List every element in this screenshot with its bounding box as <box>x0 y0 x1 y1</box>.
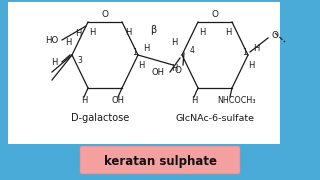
Text: H: H <box>138 60 144 69</box>
Text: O: O <box>272 30 279 39</box>
Text: O: O <box>212 10 219 19</box>
Text: H: H <box>171 37 177 46</box>
Text: 4: 4 <box>190 46 195 55</box>
Text: H: H <box>89 28 95 37</box>
FancyBboxPatch shape <box>8 2 280 144</box>
Text: H: H <box>75 28 81 37</box>
Text: H: H <box>66 37 72 46</box>
Text: 1: 1 <box>242 48 247 57</box>
Text: H: H <box>225 28 231 37</box>
Text: D-galactose: D-galactose <box>71 113 129 123</box>
Text: O: O <box>174 66 181 75</box>
FancyBboxPatch shape <box>80 146 240 174</box>
Text: H: H <box>81 96 87 105</box>
Text: O: O <box>101 10 108 19</box>
Text: H: H <box>125 28 131 37</box>
Text: H: H <box>253 44 260 53</box>
Text: OH: OH <box>111 96 124 105</box>
Text: 1: 1 <box>132 48 137 57</box>
Text: β: β <box>150 25 156 35</box>
Text: H: H <box>248 60 254 69</box>
Text: GlcNAc-6-sulfate: GlcNAc-6-sulfate <box>175 114 254 123</box>
Text: 3: 3 <box>77 55 82 64</box>
Text: H: H <box>191 96 197 105</box>
Text: H: H <box>52 57 58 66</box>
Text: H: H <box>171 64 177 73</box>
Text: OH: OH <box>152 68 165 76</box>
Text: H: H <box>199 28 205 37</box>
Text: HO: HO <box>45 35 58 44</box>
Text: H: H <box>143 44 149 53</box>
Text: keratan sulphate: keratan sulphate <box>103 156 217 168</box>
Text: NHCOCH₃: NHCOCH₃ <box>217 96 255 105</box>
